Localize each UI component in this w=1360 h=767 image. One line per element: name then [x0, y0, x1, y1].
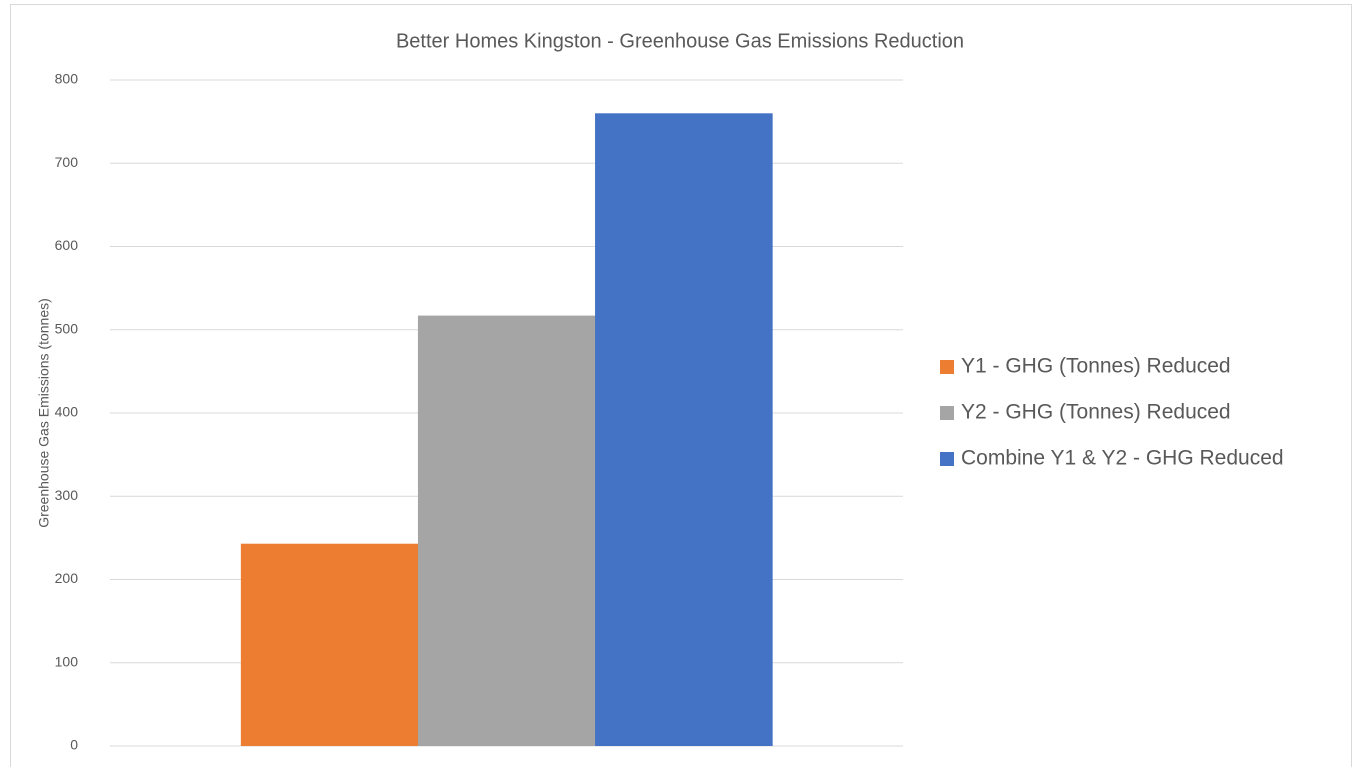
y-tick-label: 300: [55, 487, 79, 503]
bar: [417, 315, 596, 746]
y-tick-label: 700: [55, 154, 79, 170]
bar: [240, 543, 419, 746]
legend-swatch: [940, 452, 954, 466]
y-tick-label: 600: [55, 237, 79, 253]
legend-swatch: [940, 406, 954, 420]
legend-label: Combine Y1 & Y2 - GHG Reduced: [961, 447, 1284, 470]
legend-label: Y2 - GHG (Tonnes) Reduced: [961, 401, 1231, 424]
legend-label: Y1 - GHG (Tonnes) Reduced: [961, 355, 1231, 378]
bar: [595, 113, 773, 747]
chart-title: Better Homes Kingston - Greenhouse Gas E…: [396, 30, 964, 52]
y-tick-label: 0: [70, 737, 78, 753]
y-axis-label: Greenhouse Gas Emissions (tonnes): [36, 298, 52, 528]
y-tick-label: 100: [55, 653, 79, 669]
y-tick-label: 400: [55, 404, 79, 420]
y-tick-label: 500: [55, 320, 79, 336]
legend-swatch: [940, 360, 954, 374]
y-tick-label: 800: [55, 71, 79, 87]
y-tick-label: 200: [55, 570, 79, 586]
